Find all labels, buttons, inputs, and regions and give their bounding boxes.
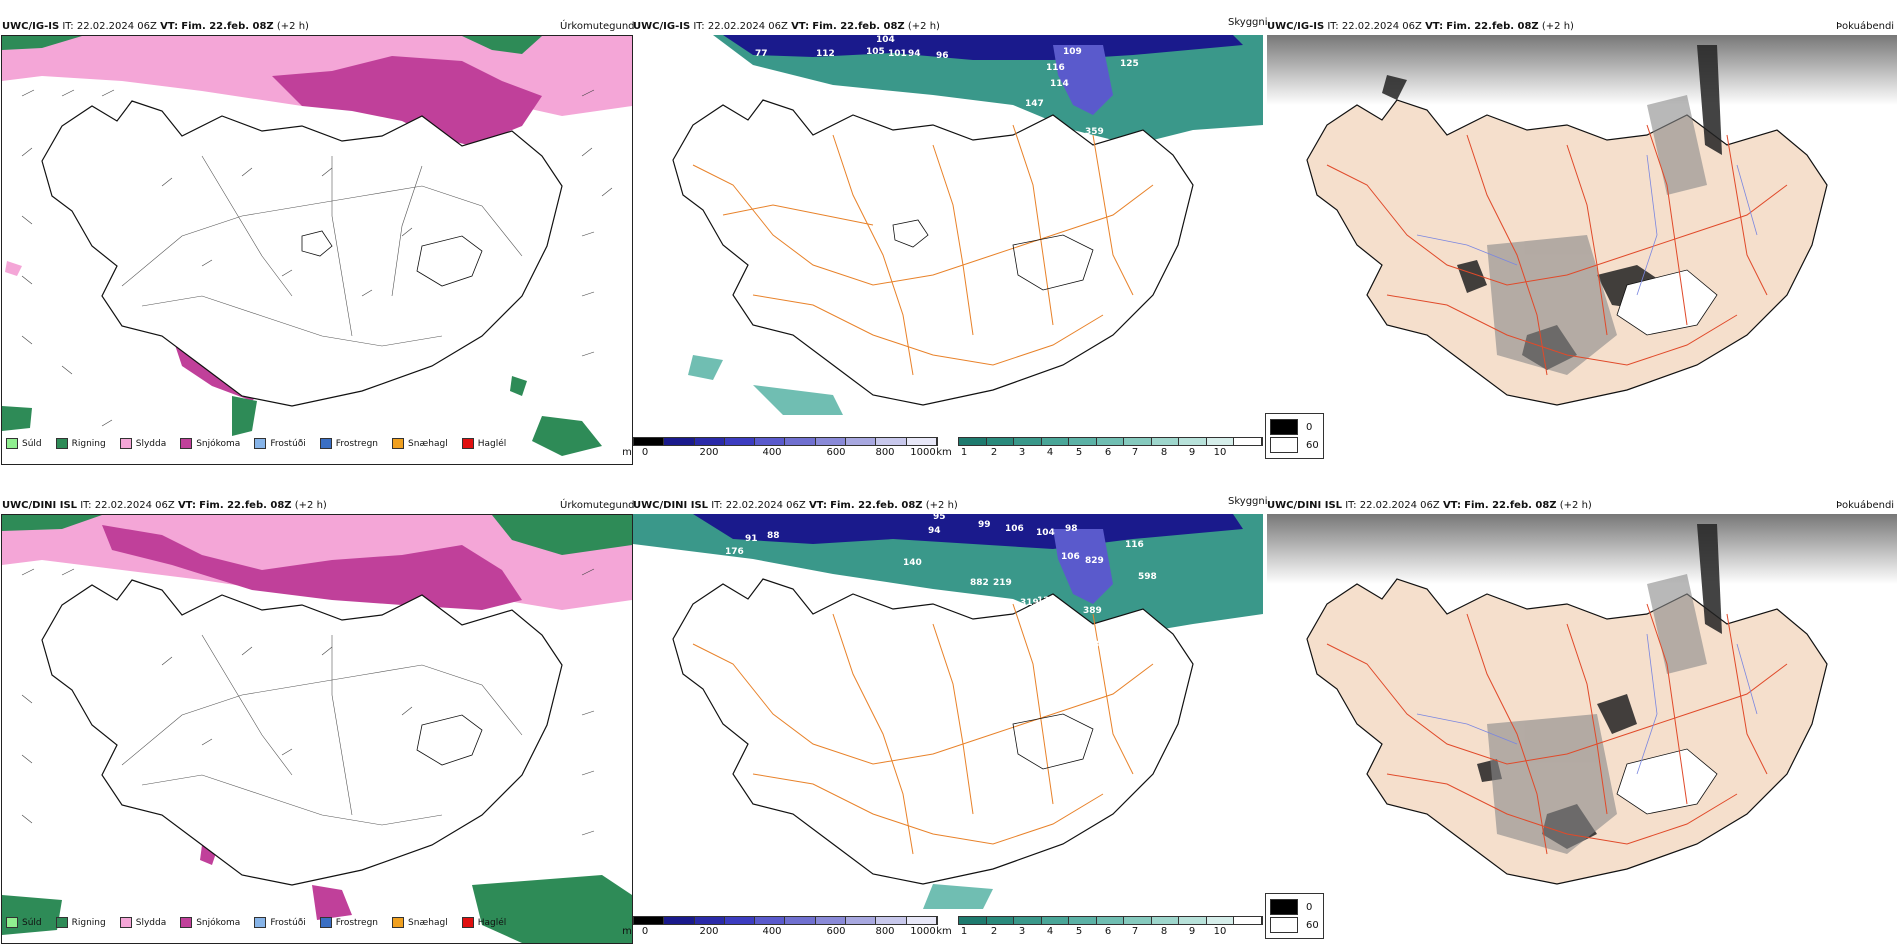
legend-item: Slydda [119, 438, 166, 449]
legend-item: Frostúði [254, 438, 306, 449]
low-visibility-area [713, 35, 1263, 145]
visibility-colorbar: km 1 2 3 4 5 6 7 8 9 10 [936, 916, 1263, 939]
visibility-label: 359 [1085, 127, 1104, 137]
legend-item: Súld [6, 438, 42, 449]
panel-header: UWC/DINI ISL IT: 22.02.2024 06Z VT: Fim.… [633, 500, 958, 511]
legend-swatch [319, 438, 332, 449]
fog-legend: 0 60 [1265, 413, 1324, 459]
legend-item: Snjókoma [180, 438, 240, 449]
fog-gradient-top [1267, 35, 1897, 105]
panel-title-fog: Þokuábendi [1836, 21, 1895, 32]
visibility-label: 112 [816, 49, 835, 59]
visibility-label: 147 [1025, 99, 1044, 109]
vt-label: VT: [160, 21, 179, 32]
visibility-label: 104 [876, 35, 895, 45]
legend-item: Haglél [461, 438, 506, 449]
fog-legend: 0 60 [1265, 893, 1324, 939]
visibility-label: 97 [1141, 145, 1154, 155]
panel-title-visibility: Skyggni [1228, 496, 1268, 507]
panel-title-visibility: Skyggni [1228, 17, 1268, 28]
vt-value: Fim. 22.feb. 08Z [181, 21, 274, 32]
lead-time: (+2 h) [276, 21, 309, 32]
legend-item: Snæhagl [392, 438, 448, 449]
low-ceiling-area [723, 35, 1243, 60]
iceland-outline [41, 100, 563, 407]
legend-swatch [392, 438, 405, 449]
visibility-label: 125 [1120, 59, 1139, 69]
fog-indicator-map [1267, 514, 1897, 942]
fog-legend-swatch [1270, 437, 1298, 453]
glacier [1616, 269, 1718, 336]
iceland-outline [41, 579, 563, 886]
rivers [1416, 154, 1758, 296]
ceiling-colorbar: m 0 200 400 600 800 1000 [622, 437, 938, 460]
visibility-map: 95 94 99 106 104 98 116 91 88 176 140 10… [633, 514, 1263, 914]
model-name: UWC/IG-IS [2, 21, 60, 32]
visibility-label: 77 [755, 49, 768, 59]
model-name: UWC/DINI ISL [2, 500, 78, 511]
visibility-map: 77 112 104 105 101 94 96 109 125 114 116… [633, 35, 1263, 435]
visibility-label: 105 [866, 47, 885, 57]
snow-area [272, 56, 542, 146]
precip-legend: Súld Rigning Slydda Snjókoma Frostúði Fr… [6, 438, 516, 449]
precip-type-map [1, 35, 633, 465]
precip-type-map [1, 514, 633, 944]
panel-header: UWC/IG-IS IT: 22.02.2024 06Z VT: Fim. 22… [633, 21, 940, 32]
rain-area [462, 36, 542, 54]
iceland-outline [672, 99, 1194, 406]
ceiling-colorbar-swatches [633, 437, 938, 446]
ceiling-unit: m [622, 447, 632, 458]
road-network [1326, 124, 1788, 376]
visibility-label: 94 [908, 49, 921, 59]
legend-swatch [6, 438, 18, 449]
ceiling-colorbar: m 0 200 400 600 800 1000 [622, 916, 938, 939]
visibility-colorbar: km 1 2 3 4 5 6 7 8 9 10 [936, 437, 1263, 460]
fog-legend-swatch [1270, 419, 1298, 435]
model-name: UWC/IG-IS [633, 21, 691, 32]
road-network [692, 124, 1154, 376]
visibility-label: 114 [1050, 79, 1069, 89]
panel-header: UWC/IG-IS IT: 22.02.2024 06Z VT: Fim. 22… [1267, 21, 1574, 32]
panel-title-precip: Úrkomutegund [560, 21, 635, 32]
panel-header: UWC/DINI ISL IT: 22.02.2024 06Z VT: Fim.… [1267, 500, 1592, 511]
iceland-outline [672, 578, 1194, 885]
visibility-label: 101 [888, 49, 907, 59]
legend-swatch [55, 438, 68, 449]
panel-title-precip: Úrkomutegund [560, 500, 635, 511]
visibility-label: 96 [936, 51, 949, 61]
legend-swatch [119, 438, 132, 449]
it-label: IT: [62, 21, 74, 32]
panel-title-fog: Þokuábendi [1836, 500, 1895, 511]
precip-legend: Súld Rigning Slydda Snjókoma Frostúði Fr… [6, 917, 516, 928]
legend-item: Frostregn [319, 438, 378, 449]
it-value: 22.02.2024 06Z [76, 21, 157, 32]
panel-header: UWC/IG-IS IT: 22.02.2024 06Z VT: Fim. 22… [2, 21, 309, 32]
visibility-label: 116 [1046, 63, 1065, 73]
fog-indicator-map [1267, 35, 1897, 463]
panel-header: UWC/DINI ISL IT: 22.02.2024 06Z VT: Fim.… [2, 500, 327, 511]
visibility-unit: km [936, 447, 952, 458]
legend-swatch [461, 438, 474, 449]
visibility-label: 109 [1063, 47, 1082, 57]
legend-swatch [254, 438, 267, 449]
legend-swatch [180, 438, 193, 449]
legend-item: Rigning [55, 438, 106, 449]
